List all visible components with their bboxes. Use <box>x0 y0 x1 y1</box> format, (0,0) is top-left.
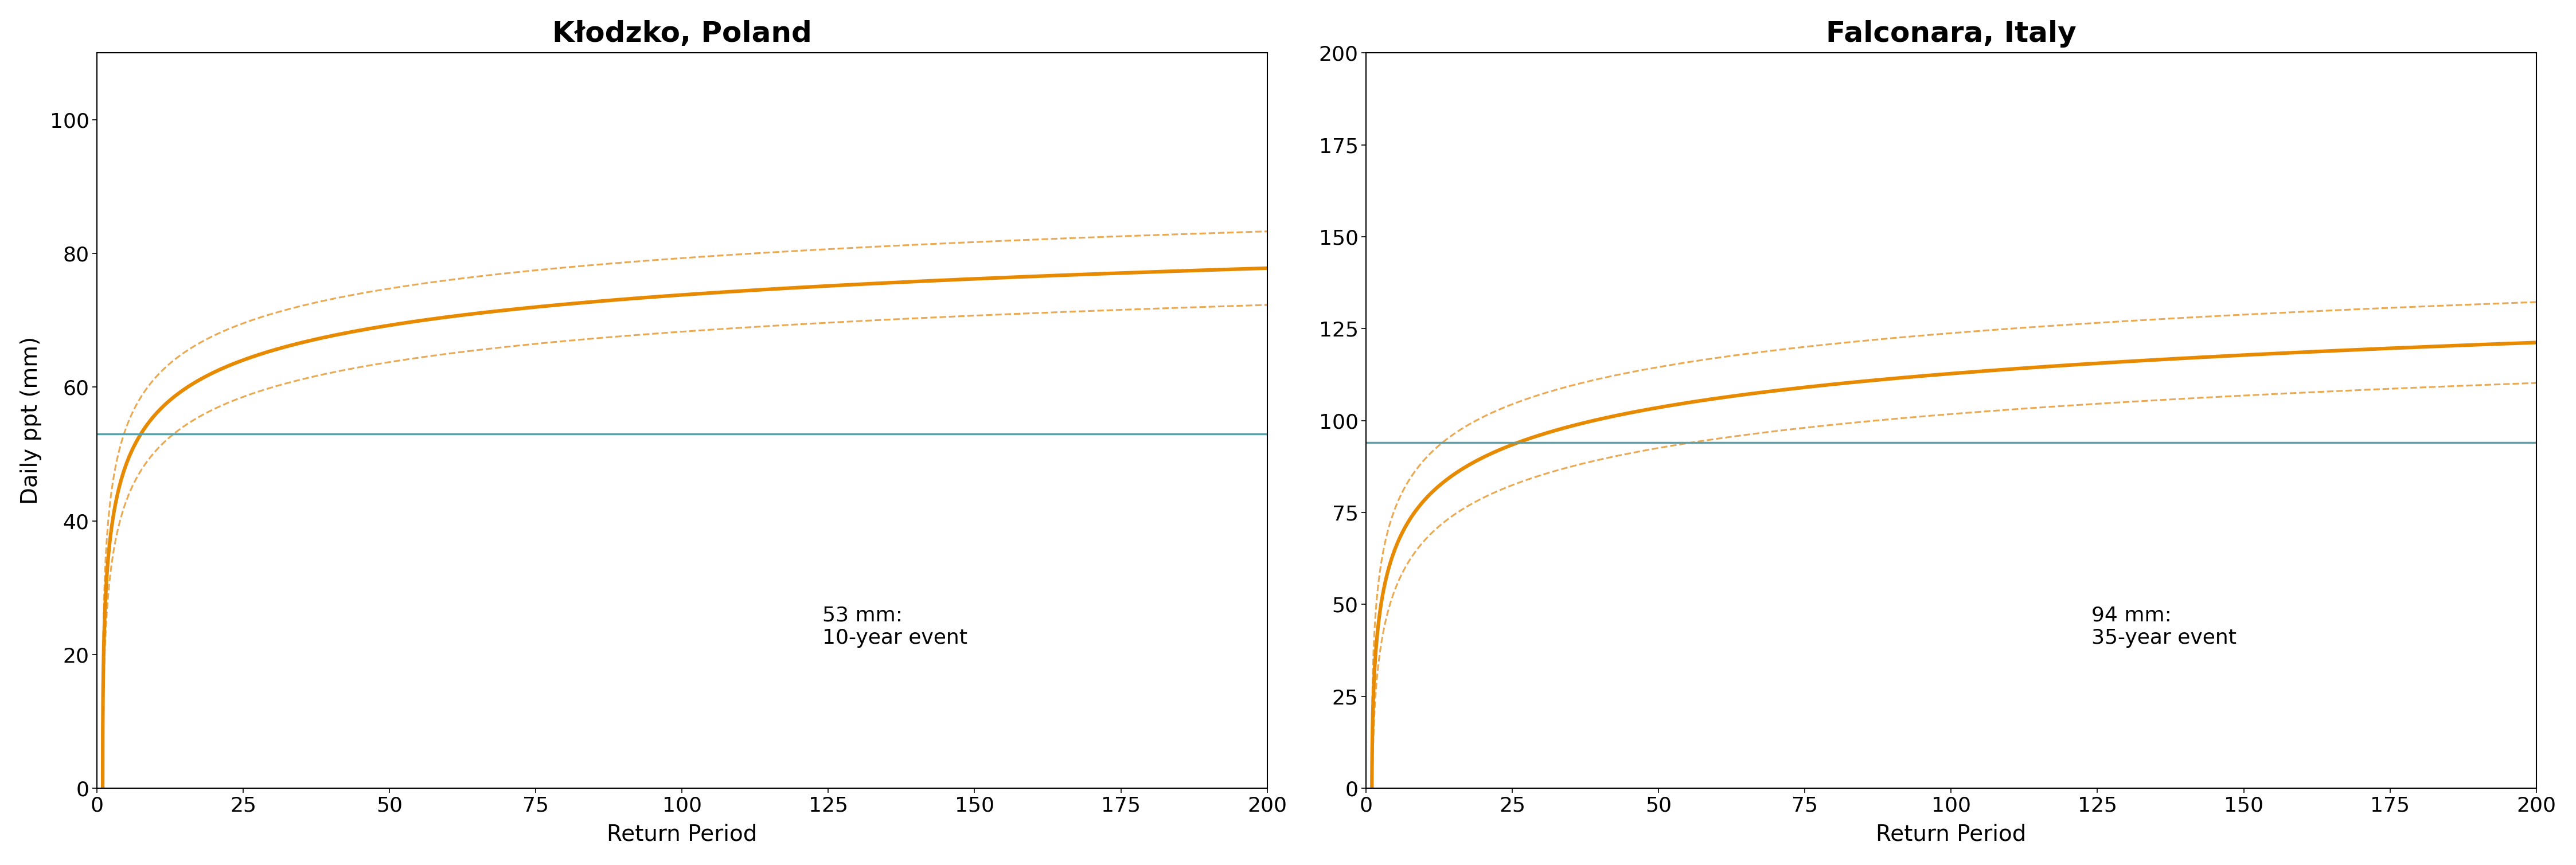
X-axis label: Return Period: Return Period <box>1875 823 2027 845</box>
Y-axis label: Daily ppt (mm): Daily ppt (mm) <box>21 336 41 504</box>
Text: 94 mm:
35-year event: 94 mm: 35-year event <box>2092 606 2236 648</box>
Text: 53 mm:
10-year event: 53 mm: 10-year event <box>822 606 969 648</box>
Title: Falconara, Italy: Falconara, Italy <box>1826 20 2076 48</box>
X-axis label: Return Period: Return Period <box>608 823 757 845</box>
Title: Kłodzko, Poland: Kłodzko, Poland <box>551 20 811 48</box>
